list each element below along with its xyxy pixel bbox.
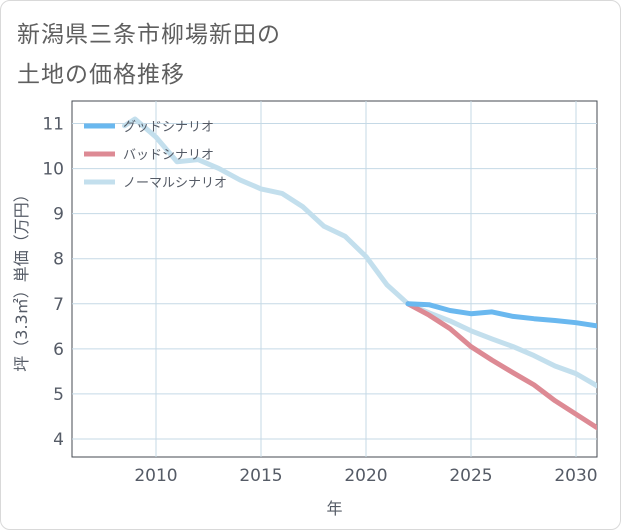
series-lines: [122, 116, 597, 431]
y-tick-label: 7: [53, 295, 64, 315]
x-axis-title: 年: [326, 499, 342, 518]
grid-lines: [72, 101, 597, 457]
legend-label: ノーマルシナリオ: [123, 176, 227, 191]
y-tick-label: 8: [53, 250, 64, 270]
tick-labels: 2010 2015 2020 2025 2030 4 5 6 7 8 9 10 11: [42, 115, 597, 486]
y-axis-title: 坪（3.3㎡）単価（万円）: [12, 186, 31, 371]
series-line-2: [122, 116, 597, 389]
legend-label: グッドシナリオ: [123, 120, 214, 135]
y-tick-label: 10: [42, 160, 64, 180]
x-tick-label: 2025: [449, 466, 492, 486]
legend-label: バッドシナリオ: [123, 148, 214, 163]
x-tick-label: 2015: [239, 466, 282, 486]
y-tick-label: 6: [53, 340, 64, 360]
y-tick-label: 9: [53, 205, 64, 225]
chart-title-line-1: 新潟県三条市柳場新田の: [17, 22, 281, 48]
y-tick-label: 5: [53, 385, 64, 405]
series-line-0: [405, 301, 597, 329]
y-tick-label: 4: [53, 430, 64, 450]
plot-area: [71, 100, 598, 458]
y-tick-label: 11: [42, 115, 64, 135]
x-tick-label: 2030: [554, 466, 597, 486]
chart-title-line-2: 土地の価格推移: [17, 62, 185, 88]
x-tick-label: 2020: [344, 466, 387, 486]
series-line-1: [405, 301, 597, 431]
x-tick-label: 2010: [134, 466, 177, 486]
